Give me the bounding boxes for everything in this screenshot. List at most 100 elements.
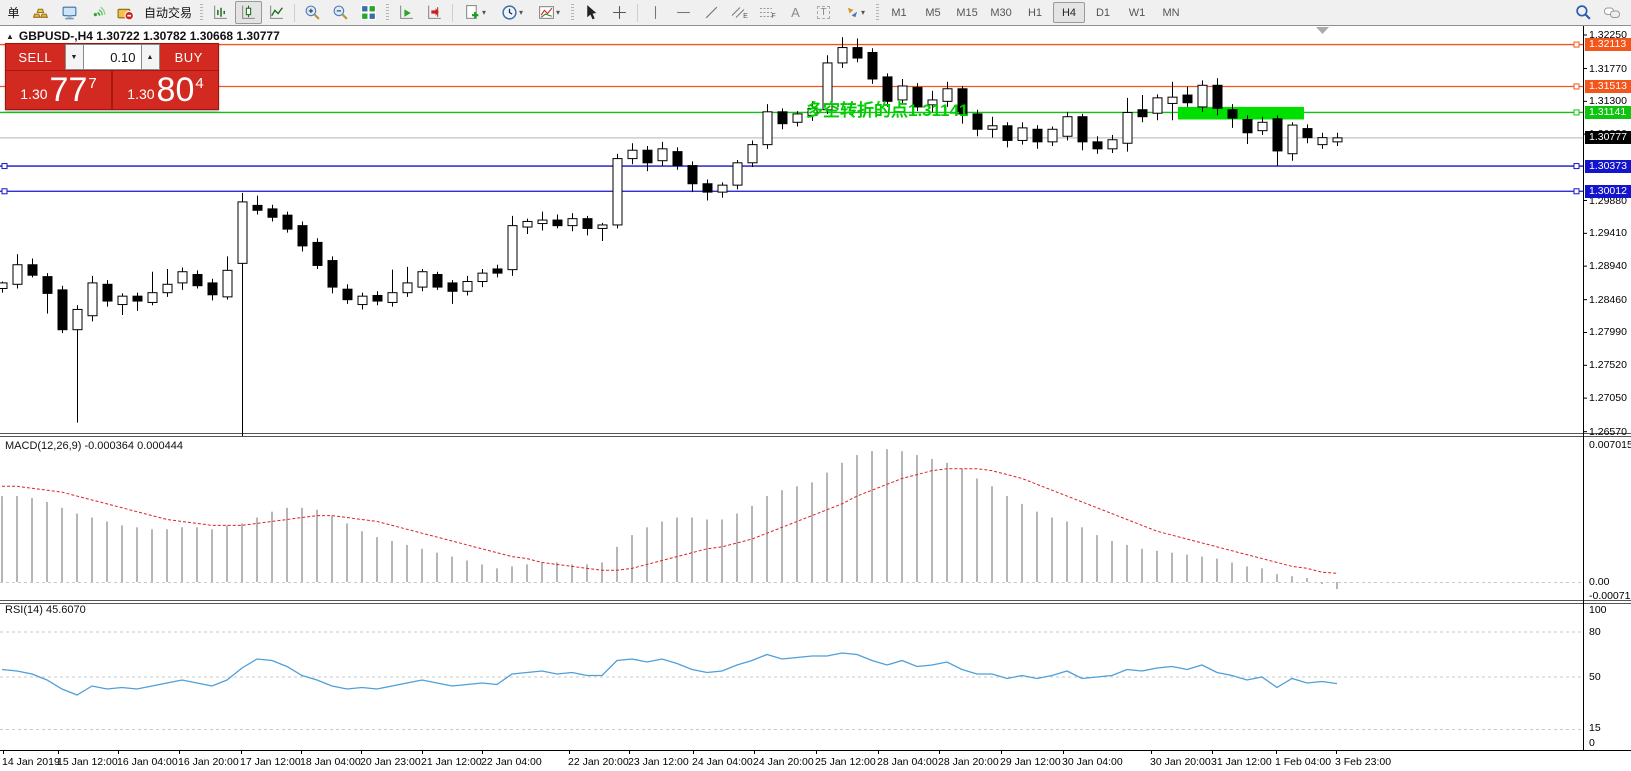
sell-price-sup: 7 [88,75,97,92]
period-button[interactable]: ▾ [494,1,530,24]
candlestick-chart-icon[interactable] [235,1,263,24]
bar-chart-glyph [214,5,227,19]
sell-price-small: 1.30 [20,86,48,102]
cursor-tool-button[interactable] [578,1,605,24]
cursor-icon [587,5,597,20]
trendline-tool[interactable] [698,1,725,24]
arrows-tool[interactable]: ▾ [838,1,872,24]
symbol-ohlc-title: GBPUSD-,H4 1.30722 1.30782 1.30668 1.307… [18,29,280,43]
fibo-letter: F [771,13,776,20]
gold-ingot-icon[interactable] [28,1,55,24]
buy-price-sup: 4 [195,75,204,92]
crosshair-tool-button[interactable] [606,1,633,24]
tile-windows-icon[interactable] [355,1,382,24]
horizontal-line-icon [677,11,690,14]
timeframe-button-mn[interactable]: MN [1162,6,1180,19]
chat-glyph [1603,7,1620,18]
timeframe-button-m1[interactable]: M1 [891,6,907,19]
timeframe-button-h4[interactable]: H4 [1053,2,1086,23]
vertical-line-icon [654,6,657,19]
gold-ingot-glyph [33,8,49,18]
fibonacci-tool[interactable]: F [754,1,781,24]
chart-window: ▲ GBPUSD-,H4 1.30722 1.30782 1.30668 1.3… [0,25,1631,771]
bar-chart-icon[interactable] [207,1,234,24]
indicators-button[interactable]: ▾ [531,1,567,24]
timeframe-button-m15[interactable]: M15 [956,6,978,19]
timeframe-button-d1[interactable]: D1 [1095,6,1111,19]
trendline-icon [705,6,718,19]
new-chart-button[interactable]: ▾ [457,1,493,24]
timeframe-button-m30[interactable]: M30 [990,6,1012,19]
sell-button[interactable]: SELL [18,49,53,65]
toolbar-grip [571,3,575,22]
vertical-line-tool[interactable] [642,1,669,24]
chart-shift-icon[interactable] [421,1,448,24]
new-chart-icon [466,5,479,19]
zoom-out-icon[interactable] [327,1,354,24]
channel-tool[interactable]: E [726,1,753,24]
zoom-in-glyph [305,5,320,20]
chevron-down-icon: ▾ [519,8,524,17]
sell-price-big: 77 [49,71,88,109]
autotrade-icon[interactable] [112,1,139,24]
buy-button[interactable]: BUY [174,49,203,65]
autoscroll-icon[interactable] [393,1,420,24]
buy-price[interactable]: 1.30 80 4 [113,71,218,109]
sell-price[interactable]: 1.30 77 7 [6,71,113,109]
timeframe-button-w1[interactable]: W1 [1128,6,1146,19]
chevron-down-icon: ▾ [556,8,561,17]
terminal-icon[interactable] [56,1,83,24]
timeframe-button-h1[interactable]: H1 [1027,6,1043,19]
volume-input[interactable]: 0.10 [83,44,141,70]
horizontal-line-tool[interactable] [670,1,697,24]
chevron-down-icon: ▾ [482,8,487,17]
toolbar-separator [637,3,639,22]
timeframe-group: M1 M5 M15 M30 H1 H4 D1 W1 MN [883,2,1187,23]
toolbar-grip [386,3,390,22]
zoom-in-icon[interactable] [299,1,326,24]
clock-icon [502,5,517,20]
channel-icon [731,7,745,18]
crosshair-icon [613,6,626,19]
trade-panel-top-row: SELL ▼ 0.10 ▲ BUY [6,44,218,71]
indicators-icon [539,6,554,19]
line-chart-icon[interactable] [263,1,290,24]
toolbar-grip [876,3,880,22]
new-order-button[interactable]: 单 [0,1,27,24]
tile-windows-glyph [361,5,376,20]
toolbar-separator [294,3,296,22]
volume-decrease-button[interactable]: ▼ [64,44,84,70]
text-label-tool[interactable]: T [810,1,837,24]
search-glyph [1576,5,1591,20]
candlestick-glyph [242,5,255,19]
buy-price-small: 1.30 [127,86,155,102]
arrows-icon [847,7,858,18]
toolbar-separator [452,3,454,22]
buy-price-big: 80 [156,71,195,109]
new-order-label: 单 [7,6,20,20]
volume-increase-button[interactable]: ▲ [140,44,160,70]
chart-shift-glyph [428,5,441,19]
search-icon[interactable] [1570,1,1597,24]
text-tool[interactable]: A [782,1,809,24]
line-chart-glyph [270,5,283,19]
chat-icon[interactable] [1598,1,1625,24]
fibonacci-icon [760,8,773,17]
trade-panel-prices: 1.30 77 7 1.30 80 4 [6,71,218,109]
autotrade-button[interactable]: 自动交易 [140,1,196,24]
signal-glyph [93,6,106,17]
text-label-icon: T [817,6,830,19]
text-tool-icon: A [791,5,800,20]
autotrade-glyph [117,8,134,21]
toolbar-grip [200,3,204,22]
timeframe-button-m5[interactable]: M5 [925,6,941,19]
signal-icon[interactable] [84,1,111,24]
channel-letter: E [743,13,748,20]
chevron-down-icon: ▾ [861,8,866,17]
one-click-collapse-icon[interactable]: ▲ [6,31,14,41]
one-click-trading-panel: SELL ▼ 0.10 ▲ BUY 1.30 77 7 1.30 80 4 [5,43,219,110]
chart-title: ▲ GBPUSD-,H4 1.30722 1.30782 1.30668 1.3… [6,29,280,43]
terminal-glyph [62,6,77,20]
